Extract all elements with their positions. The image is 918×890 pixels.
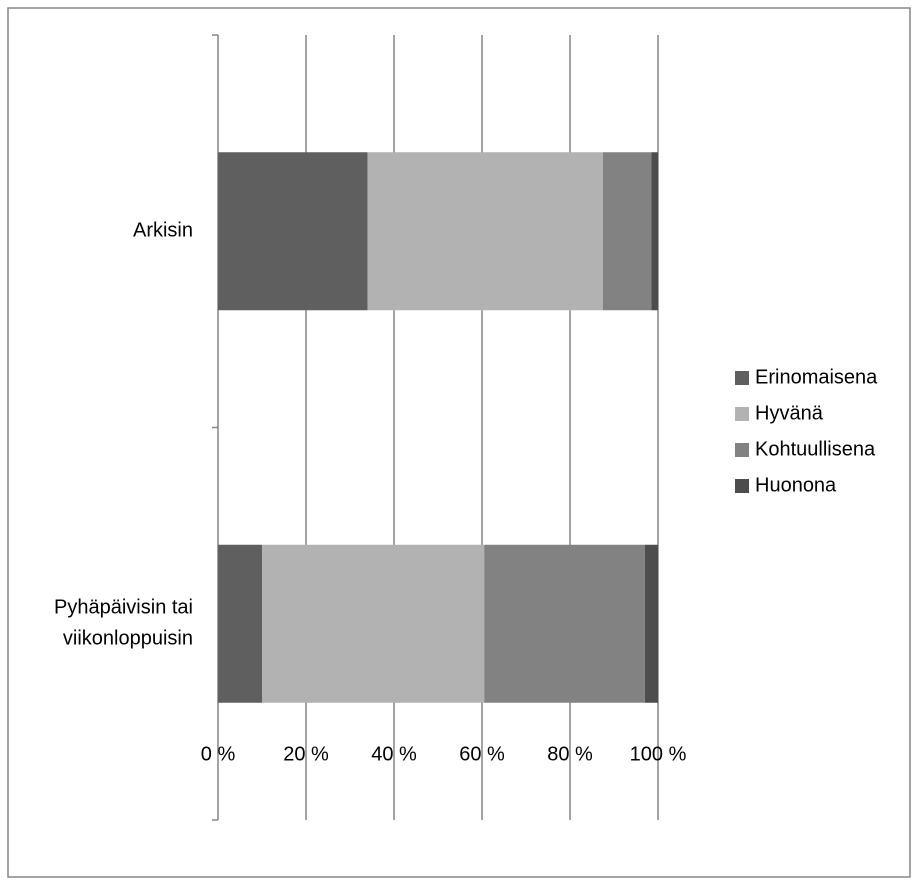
bar-segment: [262, 544, 485, 703]
legend-swatch: [735, 479, 749, 493]
category-label: Arkisin: [133, 220, 193, 242]
x-tick-label: 100 %: [630, 743, 687, 765]
bar-segment: [367, 152, 603, 311]
x-tick-label: 80 %: [547, 743, 593, 765]
x-axis-tick-labels: 0 % 20 % 40 % 60 % 80 % 100 %: [201, 743, 687, 765]
x-tick-label: 0 %: [201, 743, 236, 765]
legend-label: Kohtuullisena: [755, 438, 876, 460]
legend-label: Hyvänä: [755, 402, 824, 424]
bar-segment: [603, 152, 652, 311]
legend-swatch: [735, 443, 749, 457]
bar-segment: [651, 152, 658, 311]
legend-swatch: [735, 371, 749, 385]
category-labels: Arkisin Pyhäpäivisin tai viikonloppuisin: [54, 220, 193, 650]
bars: [218, 152, 658, 703]
legend-swatch: [735, 407, 749, 421]
x-tick-label: 60 %: [459, 743, 505, 765]
category-label: Pyhäpäivisin tai viikonloppuisin: [54, 597, 193, 650]
bar-segment: [644, 544, 658, 703]
legend: Erinomaisena Hyvänä Kohtuullisena Huonona: [735, 366, 878, 496]
x-tick-label: 20 %: [283, 743, 329, 765]
legend-label: Huonona: [755, 474, 837, 496]
bar-segment: [218, 544, 262, 703]
bar-segment: [484, 544, 645, 703]
x-tick-label: 40 %: [371, 743, 417, 765]
legend-label: Erinomaisena: [755, 366, 878, 388]
bar-segment: [218, 152, 368, 311]
